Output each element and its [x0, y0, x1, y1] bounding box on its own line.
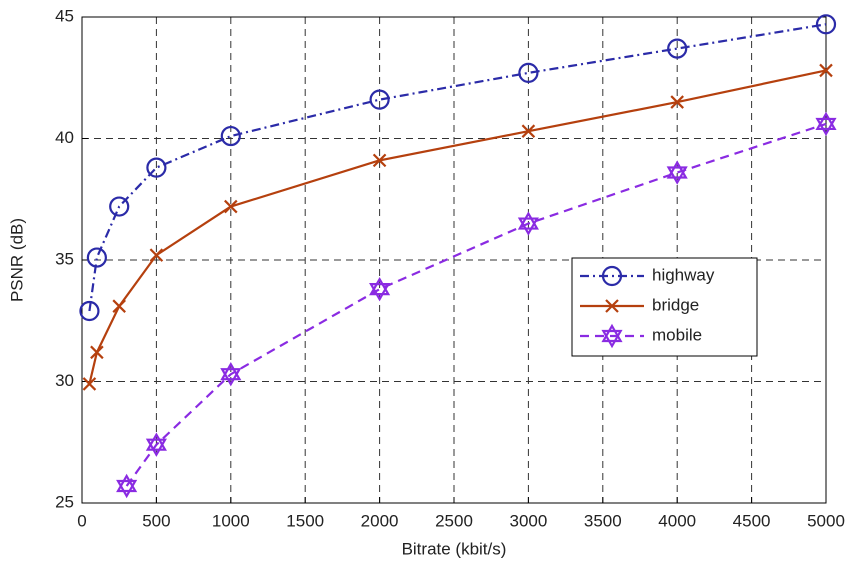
marker: [224, 199, 238, 214]
x-axis-label: Bitrate (kbit/s): [402, 539, 507, 558]
legend-label: bridge: [652, 295, 699, 314]
marker: [146, 157, 167, 178]
marker: [521, 124, 536, 138]
marker: [517, 211, 539, 236]
y-tick-label: 25: [55, 492, 74, 511]
marker: [90, 345, 104, 360]
marker: [112, 299, 126, 313]
marker: [815, 111, 837, 137]
series-line: [88, 23, 827, 312]
x-tick-label: 3500: [584, 511, 622, 530]
x-tick-label: 1500: [286, 511, 324, 530]
series-line: [125, 122, 827, 487]
y-axis-label: PSNR (dB): [7, 218, 26, 302]
marker: [372, 153, 387, 168]
x-tick-label: 5000: [807, 511, 845, 530]
marker: [601, 265, 623, 287]
marker: [819, 63, 833, 78]
marker: [815, 14, 837, 35]
marker: [605, 299, 619, 313]
marker: [369, 89, 390, 110]
marker: [601, 323, 623, 349]
y-tick-label: 45: [55, 6, 74, 25]
x-tick-label: 4500: [733, 511, 771, 530]
marker: [369, 276, 391, 302]
marker: [109, 196, 130, 217]
x-tick-label: 2500: [435, 511, 473, 530]
legend-label: mobile: [652, 325, 702, 344]
marker: [145, 432, 167, 457]
legend: highway bridge mobile: [571, 257, 758, 357]
marker: [667, 38, 688, 59]
x-tick-label: 3000: [509, 511, 547, 530]
x-tick-label: 0: [77, 511, 86, 530]
marker: [220, 362, 242, 387]
x-tick-label: 500: [142, 511, 170, 530]
y-tick-label: 30: [55, 371, 74, 390]
marker: [666, 160, 688, 185]
marker: [220, 125, 241, 147]
plot-frame: [81, 16, 827, 504]
x-tick-label: 1000: [212, 511, 250, 530]
marker: [82, 377, 97, 391]
marker: [149, 248, 164, 262]
marker: [116, 473, 138, 499]
x-tick-label: 2000: [361, 511, 399, 530]
marker: [79, 300, 100, 322]
legend-label: highway: [652, 265, 715, 284]
marker: [670, 95, 684, 109]
y-tick-label: 35: [55, 249, 74, 268]
marker: [518, 62, 539, 83]
marker: [86, 247, 107, 268]
y-tick-label: 40: [55, 128, 74, 147]
x-tick-label: 4000: [658, 511, 696, 530]
